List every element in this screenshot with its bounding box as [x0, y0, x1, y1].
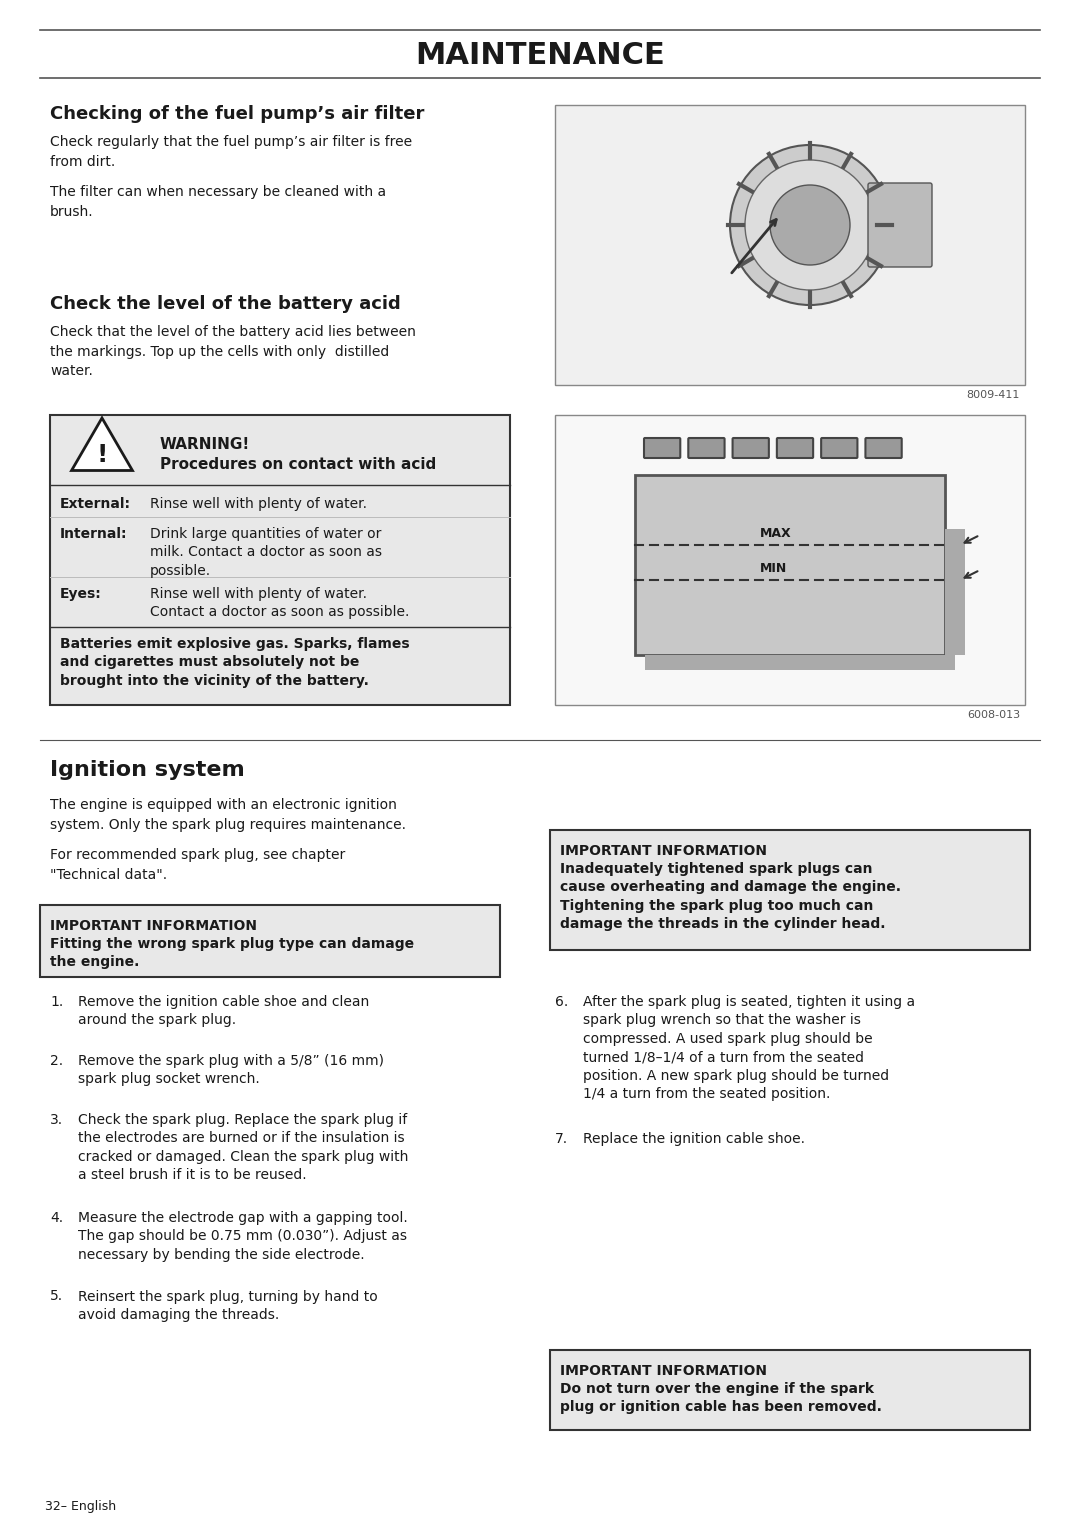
FancyBboxPatch shape	[50, 416, 510, 704]
Text: MAINTENANCE: MAINTENANCE	[415, 41, 665, 69]
FancyBboxPatch shape	[688, 439, 725, 458]
FancyBboxPatch shape	[550, 830, 1030, 950]
Text: Batteries emit explosive gas. Sparks, flames
and cigarettes must absolutely not : Batteries emit explosive gas. Sparks, fl…	[60, 637, 409, 688]
Text: !: !	[96, 443, 108, 468]
Text: 6008-013: 6008-013	[967, 711, 1020, 720]
Text: After the spark plug is seated, tighten it using a
spark plug wrench so that the: After the spark plug is seated, tighten …	[583, 995, 915, 1102]
Text: The filter can when necessary be cleaned with a
brush.: The filter can when necessary be cleaned…	[50, 185, 387, 219]
Text: Fitting the wrong spark plug type can damage
the engine.: Fitting the wrong spark plug type can da…	[50, 937, 414, 969]
Text: Rinse well with plenty of water.: Rinse well with plenty of water.	[150, 497, 367, 510]
Text: Check regularly that the fuel pump’s air filter is free
from dirt.: Check regularly that the fuel pump’s air…	[50, 134, 413, 168]
FancyBboxPatch shape	[821, 439, 858, 458]
FancyBboxPatch shape	[645, 656, 955, 669]
Text: 3.: 3.	[50, 1112, 63, 1128]
Text: 7.: 7.	[555, 1132, 568, 1146]
Text: 5.: 5.	[50, 1290, 63, 1303]
FancyBboxPatch shape	[868, 183, 932, 267]
Text: Check that the level of the battery acid lies between
the markings. Top up the c: Check that the level of the battery acid…	[50, 325, 416, 377]
FancyBboxPatch shape	[644, 439, 680, 458]
FancyBboxPatch shape	[777, 439, 813, 458]
Circle shape	[730, 145, 890, 306]
Text: Replace the ignition cable shoe.: Replace the ignition cable shoe.	[583, 1132, 805, 1146]
Text: Reinsert the spark plug, turning by hand to
avoid damaging the threads.: Reinsert the spark plug, turning by hand…	[78, 1290, 378, 1322]
Text: MAX: MAX	[760, 527, 792, 539]
Text: WARNING!: WARNING!	[160, 437, 251, 452]
Text: External:: External:	[60, 497, 131, 510]
Text: Do not turn over the engine if the spark
plug or ignition cable has been removed: Do not turn over the engine if the spark…	[561, 1381, 882, 1415]
Text: For recommended spark plug, see chapter
"Technical data".: For recommended spark plug, see chapter …	[50, 848, 346, 882]
Text: The engine is equipped with an electronic ignition
system. Only the spark plug r: The engine is equipped with an electroni…	[50, 798, 406, 831]
FancyBboxPatch shape	[635, 475, 945, 656]
Text: 6.: 6.	[555, 995, 568, 1008]
Text: IMPORTANT INFORMATION: IMPORTANT INFORMATION	[50, 918, 257, 934]
Text: Remove the spark plug with a 5/8” (16 mm)
spark plug socket wrench.: Remove the spark plug with a 5/8” (16 mm…	[78, 1054, 384, 1086]
Text: IMPORTANT INFORMATION: IMPORTANT INFORMATION	[561, 1365, 767, 1378]
Text: 32– English: 32– English	[45, 1500, 117, 1513]
FancyBboxPatch shape	[732, 439, 769, 458]
Text: 8009-411: 8009-411	[967, 390, 1020, 400]
Text: 4.: 4.	[50, 1212, 63, 1225]
Polygon shape	[71, 419, 133, 471]
Text: Procedures on contact with acid: Procedures on contact with acid	[160, 457, 436, 472]
FancyBboxPatch shape	[555, 416, 1025, 704]
Text: Check the level of the battery acid: Check the level of the battery acid	[50, 295, 401, 313]
FancyBboxPatch shape	[865, 439, 902, 458]
Text: MIN: MIN	[760, 562, 787, 575]
Text: Remove the ignition cable shoe and clean
around the spark plug.: Remove the ignition cable shoe and clean…	[78, 995, 369, 1027]
Text: Checking of the fuel pump’s air filter: Checking of the fuel pump’s air filter	[50, 105, 424, 122]
FancyBboxPatch shape	[555, 105, 1025, 385]
Text: 1.: 1.	[50, 995, 64, 1008]
Circle shape	[745, 160, 875, 290]
Text: Drink large quantities of water or
milk. Contact a doctor as soon as
possible.: Drink large quantities of water or milk.…	[150, 527, 382, 578]
Text: Internal:: Internal:	[60, 527, 127, 541]
Circle shape	[770, 185, 850, 264]
Text: IMPORTANT INFORMATION: IMPORTANT INFORMATION	[561, 843, 767, 859]
Text: Measure the electrode gap with a gapping tool.
The gap should be 0.75 mm (0.030”: Measure the electrode gap with a gapping…	[78, 1212, 408, 1262]
Text: Ignition system: Ignition system	[50, 759, 245, 779]
Text: Check the spark plug. Replace the spark plug if
the electrodes are burned or if : Check the spark plug. Replace the spark …	[78, 1112, 408, 1183]
FancyBboxPatch shape	[40, 905, 500, 976]
Text: Rinse well with plenty of water.
Contact a doctor as soon as possible.: Rinse well with plenty of water. Contact…	[150, 587, 409, 619]
Text: Inadequately tightened spark plugs can
cause overheating and damage the engine.
: Inadequately tightened spark plugs can c…	[561, 862, 901, 931]
Text: Eyes:: Eyes:	[60, 587, 102, 601]
FancyBboxPatch shape	[945, 529, 966, 656]
Text: 2.: 2.	[50, 1054, 63, 1068]
FancyBboxPatch shape	[550, 1351, 1030, 1430]
